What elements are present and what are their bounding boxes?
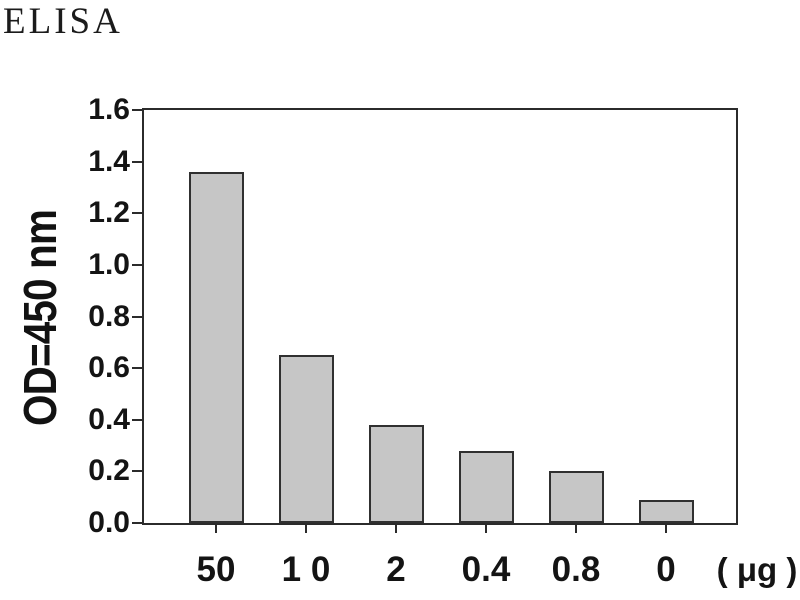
chart-title: ELISA xyxy=(3,1,123,42)
y-tick xyxy=(132,470,142,473)
x-tick-label: 0.8 xyxy=(551,550,601,589)
y-tick-label: 1.6 xyxy=(88,93,130,126)
bar xyxy=(458,450,514,523)
y-tick xyxy=(132,263,142,266)
y-tick-label: 0.0 xyxy=(88,506,130,539)
y-tick-label: 1.2 xyxy=(88,196,130,230)
y-tick-label: 0.8 xyxy=(88,299,130,333)
bar xyxy=(278,355,334,523)
y-tick xyxy=(132,109,142,111)
x-tick-label: 2 xyxy=(386,550,406,589)
y-tick xyxy=(132,315,142,318)
x-tick xyxy=(215,525,217,533)
bar xyxy=(638,499,694,523)
y-tick xyxy=(132,522,142,524)
bar xyxy=(188,171,244,523)
y-tick-label: 0.4 xyxy=(88,402,130,436)
x-tick-label: 50 xyxy=(196,550,236,589)
y-tick-label: 1.4 xyxy=(88,144,130,178)
y-tick-label: 0.2 xyxy=(88,454,130,488)
y-tick xyxy=(132,418,142,421)
y-tick-label: 1.0 xyxy=(88,247,130,281)
x-tick xyxy=(305,525,307,533)
x-tick xyxy=(485,525,487,533)
x-tick xyxy=(665,525,667,533)
y-tick xyxy=(132,367,142,370)
y-tick xyxy=(132,212,142,215)
x-tick-label: 0 xyxy=(656,550,676,589)
y-tick-label: 0.6 xyxy=(88,351,130,385)
y-tick xyxy=(132,160,142,163)
x-tick-label: 1 0 xyxy=(281,550,331,589)
bar xyxy=(548,471,604,523)
x-tick xyxy=(575,525,577,533)
x-axis-unit-label: ( μg ) xyxy=(716,551,798,588)
x-tick xyxy=(395,525,397,533)
bar xyxy=(368,424,424,523)
x-tick-label: 0.4 xyxy=(461,550,511,589)
